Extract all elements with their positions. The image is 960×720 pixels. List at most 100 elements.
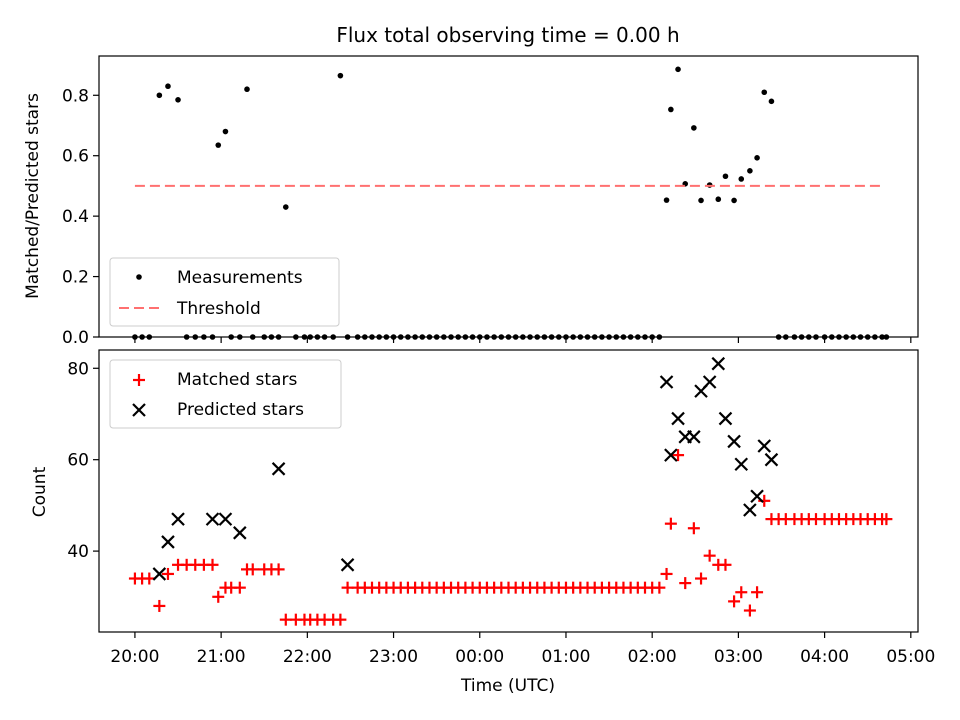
measurement-point <box>222 128 229 135</box>
matched-star-point <box>735 586 748 599</box>
predicted-star-point <box>152 567 167 581</box>
measurement-point <box>698 197 704 204</box>
x-tick-label: 03:00 <box>714 647 763 667</box>
measurement-point <box>768 98 775 105</box>
measurement-point <box>175 97 181 103</box>
predicted-star-point <box>727 434 741 449</box>
top-y-tick-label: 0.8 <box>62 86 89 106</box>
predicted-star-point <box>734 457 749 472</box>
measurement-point <box>738 176 745 182</box>
chart-title: Flux total observing time = 0.00 h <box>336 23 679 47</box>
measurement-point <box>675 66 681 73</box>
measurement-point <box>731 197 737 204</box>
predicted-star-point <box>711 356 726 371</box>
x-tick-label: 02:00 <box>628 647 677 667</box>
top-x-ticks <box>134 337 912 343</box>
measurement-point <box>282 204 289 210</box>
top-y-axis-label: Matched/Predicted stars <box>23 93 43 299</box>
predicted-star-point <box>764 452 779 467</box>
measurement-point <box>668 106 674 113</box>
top-y-tick-label: 0.0 <box>62 328 89 348</box>
matched-star-point <box>687 522 700 535</box>
matched-star-point <box>653 581 666 594</box>
bottom-y-axis-label: Count <box>30 466 50 517</box>
legend-x-glyph <box>132 403 146 417</box>
predicted-stars-series <box>152 356 779 581</box>
measurement-point <box>691 125 697 131</box>
predicted-star-point <box>743 503 757 517</box>
matched-star-point <box>279 613 292 626</box>
bottom-legend-box <box>109 359 342 429</box>
matched-star-point <box>153 599 166 612</box>
predicted-star-point <box>659 375 674 389</box>
bottom-y-tick-label: 40 <box>67 542 89 562</box>
matched-star-point <box>751 586 764 599</box>
matched-star-point <box>272 563 285 576</box>
measurement-point <box>337 72 344 79</box>
predicted-star-point <box>340 558 355 572</box>
measurement-point <box>715 196 722 203</box>
bottom-y-tick-label: 80 <box>67 359 89 379</box>
top-y-tick-label: 0.6 <box>62 147 89 167</box>
measurement-point <box>156 92 163 99</box>
predicted-star-point <box>218 512 233 526</box>
predicted-star-point <box>702 375 717 389</box>
legend-matched-marker <box>133 374 145 386</box>
x-tick-label: 20:00 <box>110 647 159 667</box>
legend-threshold-label: Threshold <box>176 299 261 319</box>
matched-star-point <box>341 581 354 594</box>
predicted-star-point <box>718 411 733 426</box>
matched-star-point <box>672 449 685 462</box>
matched-star-point <box>743 604 756 617</box>
matched-star-point <box>664 517 677 530</box>
x-tick-label: 22:00 <box>283 647 332 667</box>
predicted-star-point <box>687 430 701 444</box>
predicted-star-point <box>205 512 220 526</box>
measurement-point <box>165 83 171 90</box>
top-legend-box <box>109 257 340 327</box>
predicted-star-point <box>664 448 678 462</box>
top-y-tick-label: 0.4 <box>62 207 89 227</box>
top-legend: Measurements Threshold <box>109 257 340 327</box>
top-panel: 0.00.20.40.60.8 Matched/Predicted stars … <box>23 55 919 348</box>
legend-measurements-label: Measurements <box>177 268 303 288</box>
bottom-y-tick-label: 60 <box>67 451 89 471</box>
bottom-legend: Matched stars Predicted stars <box>109 359 342 429</box>
top-axes-frame <box>98 55 919 338</box>
predicted-star-point <box>233 526 247 540</box>
matched-star-point <box>212 590 225 603</box>
top-y-tick-label: 0.2 <box>62 268 89 288</box>
matched-star-point <box>246 563 259 576</box>
x-tick-label: 01:00 <box>541 647 590 667</box>
bottom-axes-frame <box>98 349 919 633</box>
matched-star-point <box>161 567 174 580</box>
matched-star-point <box>233 581 246 594</box>
matched-star-point <box>880 513 893 526</box>
matched-star-point <box>719 558 732 571</box>
x-tick-label: 00:00 <box>455 647 504 667</box>
matched-star-point <box>206 558 219 571</box>
matched-star-point <box>703 549 716 562</box>
x-tick-label: 04:00 <box>800 647 849 667</box>
legend-measurements-marker <box>136 274 142 280</box>
bottom-panel: 40 60 80 20:00 21:00 22:00 23:00 00:00 01:00 02:… <box>30 349 935 696</box>
measurement-point <box>215 142 222 148</box>
top-y-ticks: 0.0 0.2 0.4 0.6 0.8 <box>62 86 99 348</box>
x-tick-label: 21:00 <box>197 647 246 667</box>
predicted-star-point <box>757 439 772 453</box>
measurement-point <box>244 86 250 93</box>
x-axis-label: Time (UTC) <box>460 676 555 696</box>
legend-plus-glyph <box>133 374 145 386</box>
measurement-point <box>663 197 670 203</box>
x-tick-label: 05:00 <box>886 647 935 667</box>
predicted-star-point <box>671 411 685 426</box>
x-tick-label: 23:00 <box>369 647 418 667</box>
predicted-star-point <box>271 462 286 476</box>
matched-stars-series <box>128 449 893 626</box>
legend-predicted-marker <box>132 403 146 417</box>
measurement-point <box>722 173 729 180</box>
top-measurements-series <box>132 66 890 340</box>
predicted-star-point <box>161 535 175 549</box>
matched-star-point <box>679 577 692 590</box>
